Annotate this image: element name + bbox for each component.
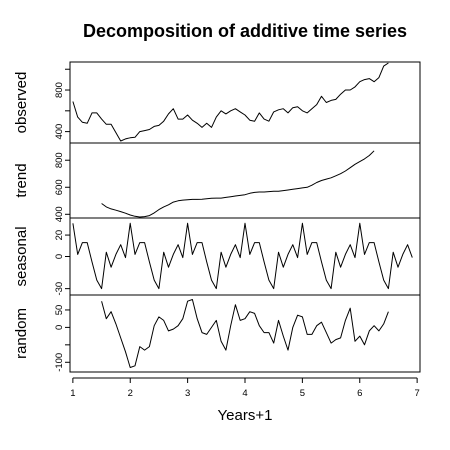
y-axis-title-seasonal: seasonal [13, 226, 30, 286]
y-axis-title-observed: observed [13, 72, 30, 134]
panel-seasonal: -30 0 20 seasonal [13, 217, 421, 296]
x-axis-title: Years+1 [218, 407, 273, 424]
panel-frame-trend [69, 142, 421, 219]
panel-frame-random [69, 294, 421, 373]
y-axis-title-random: random [13, 308, 30, 359]
y-tick-label-observed-2: 800 [54, 82, 65, 98]
panels-group: 400 800 observed 400 600 800 trend -30 0 20 season… [13, 61, 421, 373]
y-tick-label-observed-0: 400 [54, 124, 65, 140]
y-axis-title-trend: trend [13, 163, 30, 197]
panel-random: -100 0 50 random [13, 294, 421, 373]
y-tick-label-seasonal-2: 20 [54, 230, 65, 241]
y-tick-label-trend-0: 400 [54, 206, 65, 222]
panel-frame-observed [69, 61, 421, 144]
series-line-observed [72, 62, 389, 142]
y-tick-label-random-2: 0 [54, 325, 65, 330]
series-line-trend [101, 150, 375, 218]
x-tick-label-2: 3 [185, 388, 190, 399]
panel-frame-seasonal [69, 217, 421, 296]
y-tick-label-seasonal-0: -30 [54, 282, 65, 296]
x-tick-label-5: 6 [357, 388, 362, 399]
y-tick-label-random-0: -100 [54, 353, 65, 372]
y-tick-label-random-3: 50 [54, 305, 65, 316]
x-tick-label-0: 1 [70, 388, 75, 399]
series-line-seasonal [72, 222, 413, 290]
series-line-random [101, 299, 389, 368]
x-tick-label-3: 4 [242, 388, 247, 399]
x-tick-label-4: 5 [300, 388, 305, 399]
y-tick-label-trend-1: 600 [54, 179, 65, 195]
x-tick-label-1: 2 [128, 388, 133, 399]
x-axis: 1 2 3 4 5 6 7 [70, 377, 420, 399]
panel-observed: 400 800 observed [13, 61, 421, 144]
panel-trend: 400 600 800 trend [13, 142, 421, 222]
chart-title: Decomposition of additive time series [83, 21, 407, 41]
y-tick-label-trend-2: 800 [54, 152, 65, 168]
y-tick-label-seasonal-1: 0 [54, 254, 65, 259]
x-tick-label-6: 7 [414, 388, 419, 399]
